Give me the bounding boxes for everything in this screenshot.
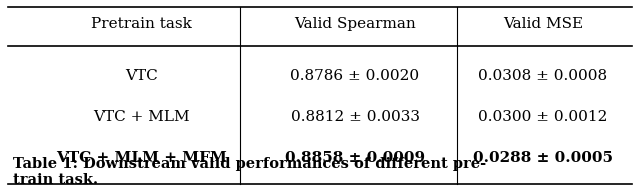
Text: VTC: VTC — [125, 69, 158, 83]
Text: 0.8812 ± 0.0033: 0.8812 ± 0.0033 — [291, 110, 420, 124]
Text: 0.0308 ± 0.0008: 0.0308 ± 0.0008 — [479, 69, 607, 83]
Text: Pretrain task: Pretrain task — [91, 17, 192, 31]
Text: VTC + MLM + MFM: VTC + MLM + MFM — [56, 151, 227, 165]
Text: Table 1: Downstream valid performances of different pre-
train task.: Table 1: Downstream valid performances o… — [13, 157, 486, 187]
Text: 0.0300 ± 0.0012: 0.0300 ± 0.0012 — [478, 110, 608, 124]
Text: 0.0288 ± 0.0005: 0.0288 ± 0.0005 — [473, 151, 613, 165]
Text: 0.8786 ± 0.0020: 0.8786 ± 0.0020 — [291, 69, 420, 83]
Text: 0.8858 ± 0.0009: 0.8858 ± 0.0009 — [285, 151, 425, 165]
Text: VTC + MLM: VTC + MLM — [93, 110, 190, 124]
Text: Valid Spearman: Valid Spearman — [294, 17, 416, 31]
Text: Valid MSE: Valid MSE — [503, 17, 583, 31]
